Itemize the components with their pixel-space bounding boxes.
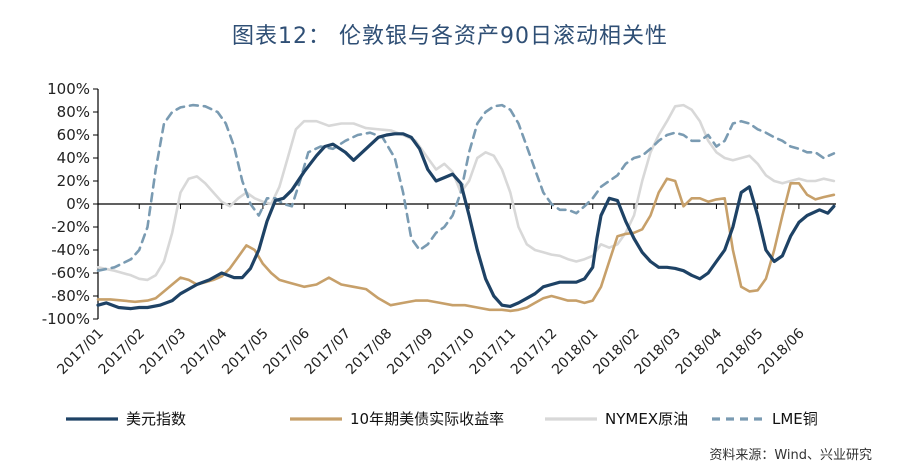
y-tick-label: 60% xyxy=(57,126,90,144)
y-tick-label: 40% xyxy=(57,149,90,167)
y-tick-label: -60% xyxy=(51,264,90,282)
y-tick-label: 20% xyxy=(57,172,90,190)
series-line xyxy=(96,103,836,272)
chart-title: 图表12： 伦敦银与各资产90日滚动相关性 xyxy=(232,24,668,49)
series-line xyxy=(96,103,836,282)
y-tick-label: -20% xyxy=(51,218,90,236)
y-tick-label: 100% xyxy=(47,80,90,98)
series-line xyxy=(96,132,836,311)
y-tick-label: -80% xyxy=(51,287,90,305)
y-tick-label: -100% xyxy=(42,310,90,328)
legend-label: 10年期美债实际收益率 xyxy=(350,410,504,428)
y-tick-label: 80% xyxy=(57,103,90,121)
y-tick-label: 0% xyxy=(66,195,90,213)
legend-label: 美元指数 xyxy=(126,410,186,428)
y-tick-label: -40% xyxy=(51,241,90,259)
legend-label: LME铜 xyxy=(772,410,818,428)
source-note: 资料来源：Wind、兴业研究 xyxy=(709,448,872,463)
legend-label: NYMEX原油 xyxy=(605,410,688,428)
x-tick-label: 2018/06 xyxy=(755,325,808,378)
